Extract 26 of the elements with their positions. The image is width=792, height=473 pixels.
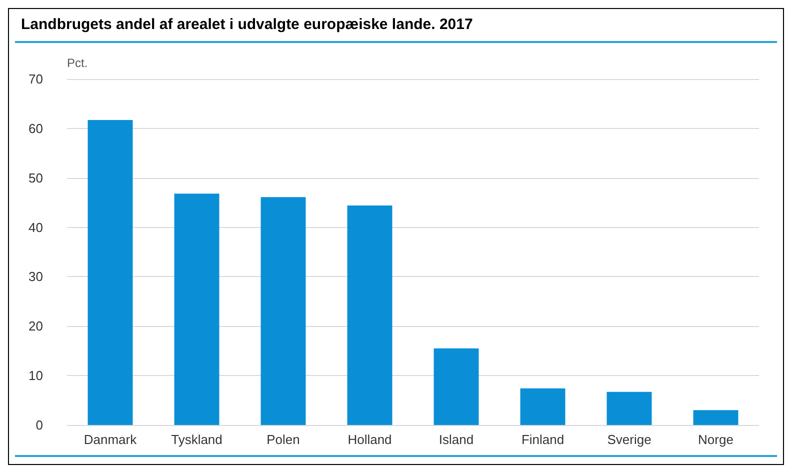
y-tick-label: 70: [28, 72, 43, 86]
y-tick-label: 20: [28, 318, 43, 334]
y-tick-label: 10: [28, 368, 43, 384]
y-axis-title: Pct.: [67, 56, 88, 70]
bar: [88, 120, 133, 425]
y-tick-label: 0: [36, 418, 43, 432]
bar: [347, 206, 392, 425]
y-tick-label: 30: [28, 269, 43, 284]
x-tick-label: Tyskland: [171, 432, 222, 447]
x-tick-label: Holland: [348, 432, 392, 447]
bar: [174, 194, 220, 425]
bar: [260, 197, 306, 425]
bar: [606, 392, 652, 425]
bar: [693, 410, 738, 425]
y-tick-label: 40: [28, 220, 43, 235]
x-tick-label: Danmark: [84, 432, 138, 447]
x-tick-label: Norge: [698, 432, 734, 447]
bar: [520, 388, 566, 425]
x-tick-label: Island: [438, 432, 474, 447]
x-tick-label: Polen: [266, 432, 300, 447]
y-tick-label: 60: [28, 120, 43, 136]
chart-title: Landbrugets andel af arealet i udvalgte europæiske lande. 2017: [15, 9, 777, 43]
x-tick-label: Finland: [521, 432, 564, 447]
x-tick-label: Sverige: [607, 432, 652, 447]
y-tick-label: 50: [28, 170, 43, 186]
bar: [434, 348, 479, 425]
